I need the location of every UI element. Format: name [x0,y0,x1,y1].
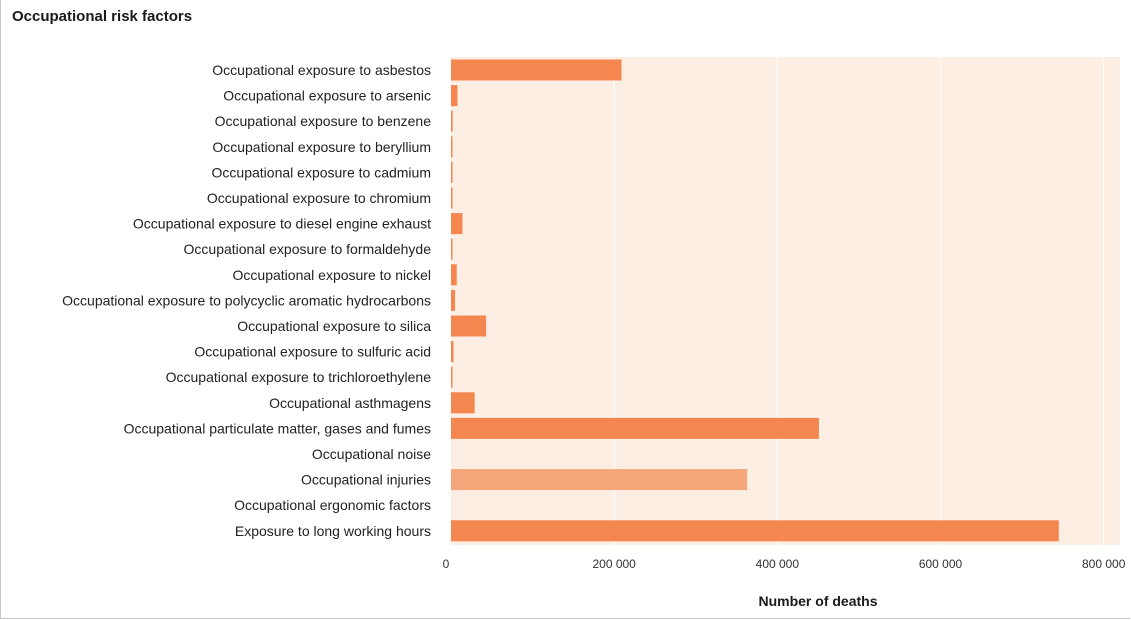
x-tick-label: 600 000 [919,557,963,571]
category-labels: Occupational exposure to asbestos Occupat… [62,62,431,539]
bar [451,59,622,81]
category-label: Occupational exposure to arsenic [223,88,431,104]
bar [451,136,453,158]
category-label: Occupational exposure to cadmium [212,164,431,180]
x-axis-title: Number of deaths [758,593,877,609]
plot-background [451,57,1120,545]
bars [451,59,1059,542]
category-label: Occupational exposure to nickel [233,267,431,283]
category-label: Occupational exposure to beryllium [212,139,431,155]
category-label: Occupational particulate matter, gases a… [124,420,431,436]
bar [451,520,1059,542]
category-label: Exposure to long working hours [235,523,431,539]
bar [451,161,453,183]
category-label: Occupational injuries [301,472,431,488]
category-label: Occupational exposure to polycyclic arom… [62,292,431,308]
x-tick-label: 400 000 [756,557,800,571]
bar [451,289,456,311]
category-label: Occupational exposure to benzene [215,113,432,129]
category-label: Occupational exposure to chromium [207,190,431,206]
bar [451,238,453,260]
bar [451,85,458,107]
bar [451,392,475,414]
bar [451,366,453,388]
bar [451,264,457,286]
bar [451,110,453,132]
x-tick-labels: 0 200 000 400 000 600 000 800 000 [443,557,1126,571]
category-label: Occupational exposure to sulfuric acid [194,344,431,360]
bar [451,315,487,337]
category-label: Occupational ergonomic factors [234,497,431,513]
bar [451,187,453,209]
category-label: Occupational exposure to silica [237,318,431,334]
bar [451,213,463,235]
category-label: Occupational exposure to trichloroethyle… [166,369,432,385]
chart-title: Occupational risk factors [12,8,193,25]
category-label: Occupational asthmagens [269,395,431,411]
gridlines [613,57,1105,545]
category-label: Occupational exposure to formaldehyde [184,241,432,257]
category-label: Occupational exposure to asbestos [212,62,431,78]
bar [451,341,454,363]
category-label: Occupational noise [312,446,431,462]
x-tick-label: 800 000 [1082,557,1126,571]
bar [451,417,819,439]
x-tick-label: 200 000 [592,557,636,571]
category-label: Occupational exposure to diesel engine e… [133,216,431,232]
bar [451,469,748,491]
x-tick-label: 0 [443,557,450,571]
